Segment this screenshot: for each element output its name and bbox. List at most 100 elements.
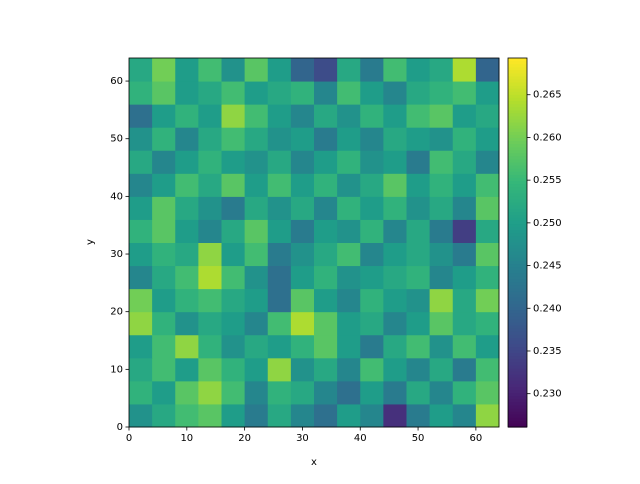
heatmap-cell	[244, 380, 269, 405]
colorbar-segment	[508, 177, 527, 182]
heatmap-cell	[337, 357, 361, 382]
heatmap-cell	[290, 127, 315, 151]
heatmap-cell	[475, 403, 500, 428]
heatmap-cell	[129, 150, 153, 174]
heatmap-cell	[383, 403, 407, 428]
colorbar-segment	[508, 374, 527, 379]
heatmap-cell	[452, 127, 477, 151]
heatmap-cell	[244, 219, 269, 243]
heatmap-cell	[129, 81, 153, 105]
heatmap-cell	[198, 242, 222, 267]
colorbar-segment	[508, 208, 527, 213]
heatmap-cell	[314, 380, 338, 405]
colorbar-segment	[508, 337, 527, 342]
heatmap-cell	[475, 150, 500, 174]
heatmap-cell	[406, 104, 431, 128]
heatmap-cell	[244, 357, 269, 382]
heatmap-cell	[129, 334, 153, 359]
heatmap-cell	[267, 104, 292, 128]
heatmap-cell	[129, 403, 153, 428]
heatmap-cell	[175, 173, 199, 197]
colorbar-segment	[508, 411, 527, 416]
colorbar-segment	[508, 202, 527, 207]
x-tick-label: 30	[296, 433, 309, 444]
colorbar-segment	[508, 307, 527, 311]
heatmap-cell	[244, 242, 269, 267]
x-tick-label: 10	[180, 433, 193, 444]
heatmap-cell	[244, 311, 269, 336]
colorbar-segment	[508, 91, 527, 96]
heatmap-cell	[383, 380, 407, 405]
heatmap-cell	[152, 357, 176, 382]
heatmap-cell	[129, 196, 153, 220]
colorbar-segment	[508, 97, 527, 102]
heatmap-cell	[406, 58, 431, 82]
heatmap-cell	[267, 334, 292, 359]
colorbar-segment	[508, 141, 527, 145]
heatmap-cell	[383, 242, 407, 267]
heatmap-cell	[198, 173, 222, 197]
colorbar-segment	[508, 181, 527, 185]
heatmap-cell	[337, 173, 361, 197]
colorbar-segment	[508, 417, 527, 422]
heatmap-cell	[452, 104, 477, 128]
heatmap-cell	[360, 196, 384, 220]
heatmap-cell	[406, 380, 431, 405]
colorbar-segment	[508, 131, 527, 136]
heatmap-cell	[337, 380, 361, 405]
heatmap-cell	[383, 311, 407, 336]
heatmap-cell	[337, 219, 361, 243]
colorbar-tick-label: 0.240	[533, 303, 562, 314]
colorbar-segment	[508, 82, 527, 87]
colorbar-segment	[508, 291, 527, 296]
colorbar-segment	[508, 144, 527, 148]
colorbar-segment	[508, 122, 527, 127]
colorbar-segment	[508, 377, 527, 382]
heatmap-cell	[452, 58, 477, 82]
heatmap-cell	[337, 242, 361, 267]
heatmap-cell	[267, 196, 292, 220]
colorbar-segment	[508, 396, 527, 400]
colorbar-segment	[508, 343, 527, 348]
colorbar-segment	[508, 61, 527, 65]
heatmap-cell	[221, 242, 246, 267]
colorbar-segment	[508, 73, 527, 78]
colorbar-segment	[508, 76, 527, 81]
colorbar-segment	[508, 193, 527, 197]
heatmap-cell	[198, 334, 222, 359]
colorbar-segment	[508, 94, 527, 99]
heatmap-cell	[221, 196, 246, 220]
heatmap-cell	[429, 357, 454, 382]
heatmap-cell	[152, 150, 176, 174]
heatmap-cell	[198, 219, 222, 243]
heatmap-cell	[221, 81, 246, 105]
colorbar-segment	[508, 270, 527, 274]
heatmap-cell	[475, 265, 500, 290]
heatmap-cell	[360, 81, 384, 105]
heatmap-cell	[383, 288, 407, 313]
heatmap-cell	[175, 265, 199, 290]
heatmap-cell	[475, 311, 500, 336]
colorbar-segment	[508, 356, 527, 360]
heatmap-cell	[175, 311, 199, 336]
heatmap-cell	[221, 403, 246, 428]
colorbar-segment	[508, 279, 527, 284]
colorbar-segment	[508, 340, 527, 345]
heatmap-cell	[337, 288, 361, 313]
heatmap-cell	[175, 288, 199, 313]
heatmap-cell	[152, 311, 176, 336]
heatmap-cell	[360, 127, 384, 151]
colorbar-segment	[508, 67, 527, 71]
y-tick-label: 20	[110, 307, 123, 318]
colorbar-segment	[508, 273, 527, 277]
heatmap-cell	[175, 150, 199, 174]
heatmap-cell	[290, 242, 315, 267]
colorbar-segment	[508, 199, 527, 204]
colorbar-segment	[508, 187, 527, 191]
colorbar-segment	[508, 196, 527, 201]
heatmap-cell	[175, 334, 199, 359]
heatmap-cell	[383, 357, 407, 382]
heatmap-cell	[452, 242, 477, 267]
heatmap-cell	[360, 334, 384, 359]
heatmap-cell	[406, 173, 431, 197]
